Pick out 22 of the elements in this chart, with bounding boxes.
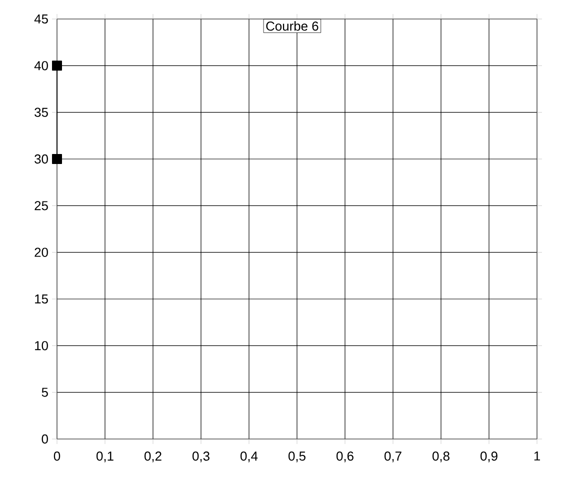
y-tick-label: 5	[42, 388, 48, 397]
x-tick-label: 0,8	[432, 452, 450, 462]
x-tick-label: 0,7	[384, 452, 402, 462]
x-tick-label: 0,1	[96, 452, 114, 462]
y-tick-label: 15	[35, 294, 48, 304]
y-tick-label: 10	[35, 341, 48, 350]
y-tick-label: 30	[34, 154, 48, 164]
x-tick-label: 0,9	[480, 452, 498, 462]
x-tick-label: 0	[54, 452, 60, 461]
x-tick-label: 0,3	[192, 452, 210, 462]
y-tick-label: 20	[34, 248, 48, 257]
x-tick-label: 0,2	[144, 452, 162, 462]
x-tick-label: 1	[534, 452, 540, 460]
chart-title: Courbe 6	[266, 21, 318, 31]
y-tick-label: 0	[42, 434, 48, 444]
x-tick-label: 0,4	[240, 452, 258, 462]
y-tick-label: 40	[34, 61, 48, 70]
y-tick-label: 35	[34, 108, 48, 117]
y-tick-label: 25	[34, 201, 48, 210]
x-tick-label: 0,6	[336, 452, 354, 462]
y-tick-label: 45	[34, 14, 48, 24]
x-tick-label: 0,5	[288, 452, 306, 462]
